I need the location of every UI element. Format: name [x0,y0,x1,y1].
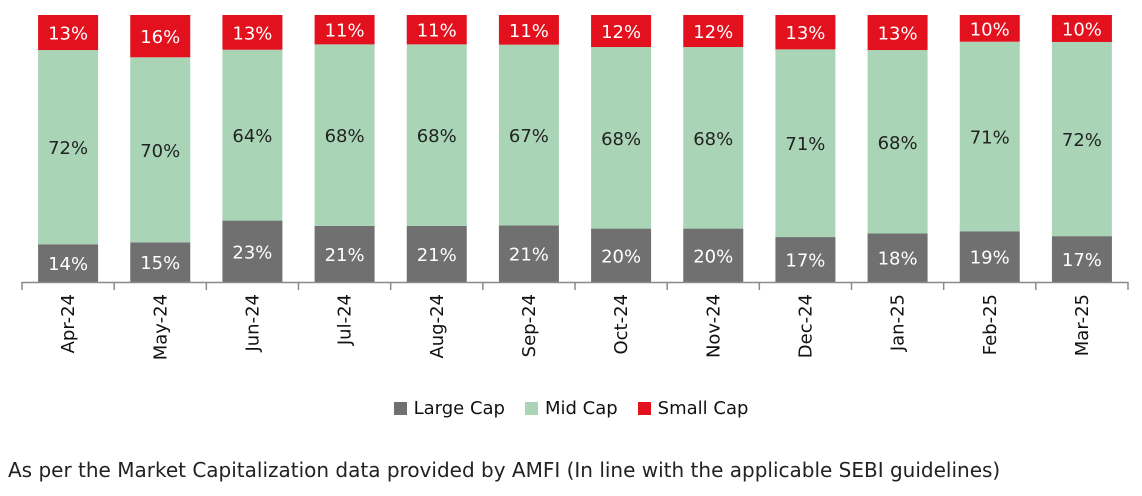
bar-segment-large-cap-feb-25 [959,231,1020,282]
data-label: 71% [970,127,1010,148]
data-label: 11% [325,21,365,42]
bar-segment-large-cap-mar-25 [1051,236,1112,282]
data-label: 12% [601,22,641,43]
data-label: 23% [232,242,272,263]
data-label: 20% [693,246,733,267]
data-label: 13% [878,24,918,45]
data-label: 18% [878,249,918,270]
stacked-bar-chart: 14% 72% 13% Apr-24 15% 70% 16% May-24 23% 64% 13% J… [21,15,1129,360]
bar-segment-large-cap-dec-24 [775,237,836,282]
bar-segment-large-cap-jan-25 [867,233,928,282]
legend-swatch-mid-cap [524,402,538,415]
data-label: 67% [509,126,549,147]
data-label: 64% [232,126,272,147]
bar-segment-mid-cap-dec-24 [775,49,836,238]
x-tick-label: Jul-24 [335,294,356,346]
data-label: 21% [417,245,457,266]
data-label: 17% [1062,250,1102,271]
bar-segment-small-cap-oct-24 [591,15,652,48]
bar-segment-large-cap-oct-24 [591,228,652,282]
bar-segment-mid-cap-jun-24 [222,49,283,221]
bar-segment-small-cap-dec-24 [775,15,836,50]
data-label: 68% [693,129,733,150]
data-label: 68% [878,133,918,154]
data-label: 19% [970,248,1010,269]
data-label: 12% [693,22,733,43]
x-tick-label: May-24 [150,294,171,360]
data-label: 68% [325,126,365,147]
bar-segment-small-cap-mar-25 [1051,15,1112,42]
data-label: 15% [140,253,180,274]
data-label: 14% [48,254,88,275]
data-label: 72% [48,138,88,159]
data-label: 68% [601,129,641,150]
data-label: 13% [232,23,272,44]
x-tick-label: Dec-24 [795,294,816,358]
footnote: As per the Market Capitalization data pr… [8,458,1001,482]
legend-item-large-cap: Large Cap [393,398,505,419]
bar-segment-mid-cap-may-24 [130,57,191,243]
bar-segment-small-cap-aug-24 [406,15,467,45]
bar-segment-small-cap-jan-25 [867,15,928,51]
bar-segment-mid-cap-apr-24 [38,50,99,245]
x-tick-label: Mar-25 [1072,294,1093,356]
bar-segment-small-cap-jun-24 [222,15,283,50]
bar-segment-small-cap-jul-24 [314,15,375,45]
bar-segment-large-cap-sep-24 [498,225,559,282]
data-label: 71% [785,134,825,155]
data-label: 10% [1062,19,1102,40]
data-label: 70% [140,141,180,162]
data-label: 21% [325,245,365,266]
bar-segment-mid-cap-nov-24 [683,47,744,229]
bar-segment-large-cap-apr-24 [38,244,99,282]
data-label: 16% [140,27,180,48]
x-tick-label: Sep-24 [519,294,540,357]
x-tick-label: Nov-24 [703,294,724,358]
legend-item-small-cap: Small Cap [637,398,749,419]
x-tick-label: Aug-24 [427,294,448,359]
chart-legend: Large Cap Mid Cap Small Cap [0,398,1142,419]
x-tick-label: Feb-25 [980,294,1001,355]
x-tick-label: Jun-24 [242,294,263,353]
data-label: 68% [417,126,457,147]
bar-segment-mid-cap-oct-24 [591,47,652,229]
bar-segment-large-cap-may-24 [130,242,191,282]
bar-segment-small-cap-nov-24 [683,15,744,48]
x-tick-label: Jan-25 [888,294,909,352]
bar-segment-mid-cap-feb-25 [959,41,1020,232]
data-label: 72% [1062,130,1102,151]
legend-item-mid-cap: Mid Cap [524,398,618,419]
legend-label-small-cap: Small Cap [657,398,749,419]
legend-swatch-small-cap [637,402,651,415]
data-label: 20% [601,246,641,267]
bar-segment-small-cap-may-24 [130,15,191,58]
bar-segment-mid-cap-jan-25 [867,50,928,234]
x-tick-label: Apr-24 [58,294,79,353]
legend-label-mid-cap: Mid Cap [544,398,618,419]
bar-segment-large-cap-jun-24 [222,220,283,282]
data-label: 21% [509,245,549,266]
bar-segment-mid-cap-mar-25 [1051,41,1112,237]
legend-label-large-cap: Large Cap [413,398,505,419]
bar-segment-small-cap-sep-24 [498,15,559,45]
bar-segment-mid-cap-sep-24 [498,44,559,226]
data-label: 17% [785,251,825,272]
bar-segment-large-cap-aug-24 [406,225,467,282]
legend-swatch-large-cap [393,402,407,415]
bar-segment-large-cap-nov-24 [683,228,744,282]
bar-segment-large-cap-jul-24 [314,225,375,282]
bar-segment-small-cap-apr-24 [38,15,99,51]
bar-segment-small-cap-feb-25 [959,15,1020,42]
data-label: 13% [785,23,825,44]
data-label: 13% [48,24,88,45]
bar-segment-mid-cap-jul-24 [314,44,375,226]
data-label: 10% [970,19,1010,40]
data-label: 11% [509,21,549,42]
bar-segment-mid-cap-aug-24 [406,44,467,226]
x-tick-label: Oct-24 [611,294,632,355]
data-label: 11% [417,21,457,42]
